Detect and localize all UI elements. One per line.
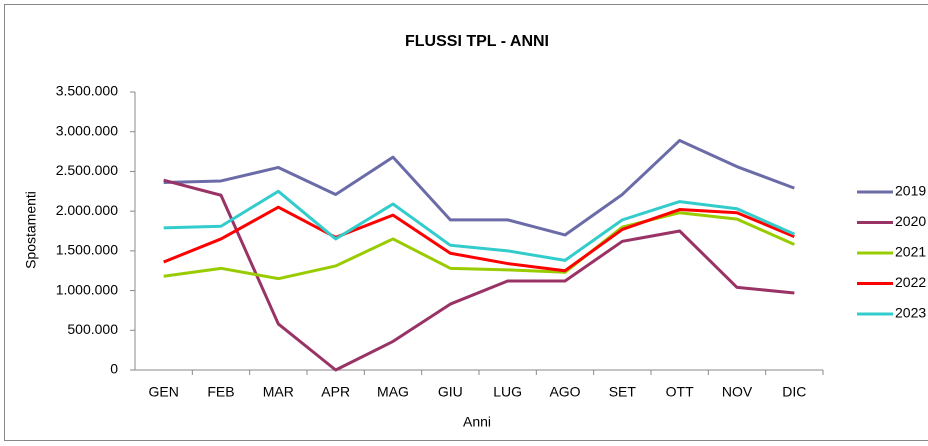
- chart-title: FLUSSI TPL - ANNI: [405, 33, 549, 50]
- x-tick-label: LUG: [493, 384, 522, 400]
- x-tick-label: MAG: [377, 384, 409, 400]
- x-tick-label: APR: [321, 384, 350, 400]
- x-tick-label: AGO: [549, 384, 580, 400]
- series-line: [163, 138, 795, 237]
- x-tick-label: DIC: [782, 384, 806, 400]
- x-tick-label: SET: [609, 384, 637, 400]
- y-axis-label: Spostamenti: [23, 191, 39, 269]
- x-tick-label: FEB: [207, 384, 234, 400]
- y-tick-label: 1.000.000: [56, 281, 118, 297]
- x-axis-label: Anni: [463, 414, 491, 430]
- y-tick-label: 2.000.000: [56, 202, 118, 218]
- y-tick-label: 2.500.000: [56, 162, 118, 178]
- legend-label: 2023: [895, 305, 926, 321]
- chart-frame: [4, 4, 928, 441]
- legend-label: 2020: [895, 213, 926, 229]
- series-line: [163, 178, 795, 372]
- series-line: [163, 205, 795, 273]
- series-line: [163, 189, 795, 262]
- x-tick-label: GEN: [148, 384, 178, 400]
- y-tick-label: 3.500.000: [56, 83, 118, 99]
- legend-label: 2019: [895, 183, 926, 199]
- y-tick-label: 500.000: [67, 321, 118, 337]
- y-tick-label: 1.500.000: [56, 242, 118, 258]
- legend-label: 2022: [895, 274, 926, 290]
- legend-label: 2021: [895, 244, 926, 260]
- y-tick-label: 3.000.000: [56, 122, 118, 138]
- x-tick-label: OTT: [666, 384, 694, 400]
- y-tick-label: 0: [110, 361, 118, 377]
- x-tick-label: NOV: [722, 384, 753, 400]
- series-line: [163, 211, 795, 281]
- x-tick-label: MAR: [263, 384, 294, 400]
- x-tick-label: GIU: [438, 384, 463, 400]
